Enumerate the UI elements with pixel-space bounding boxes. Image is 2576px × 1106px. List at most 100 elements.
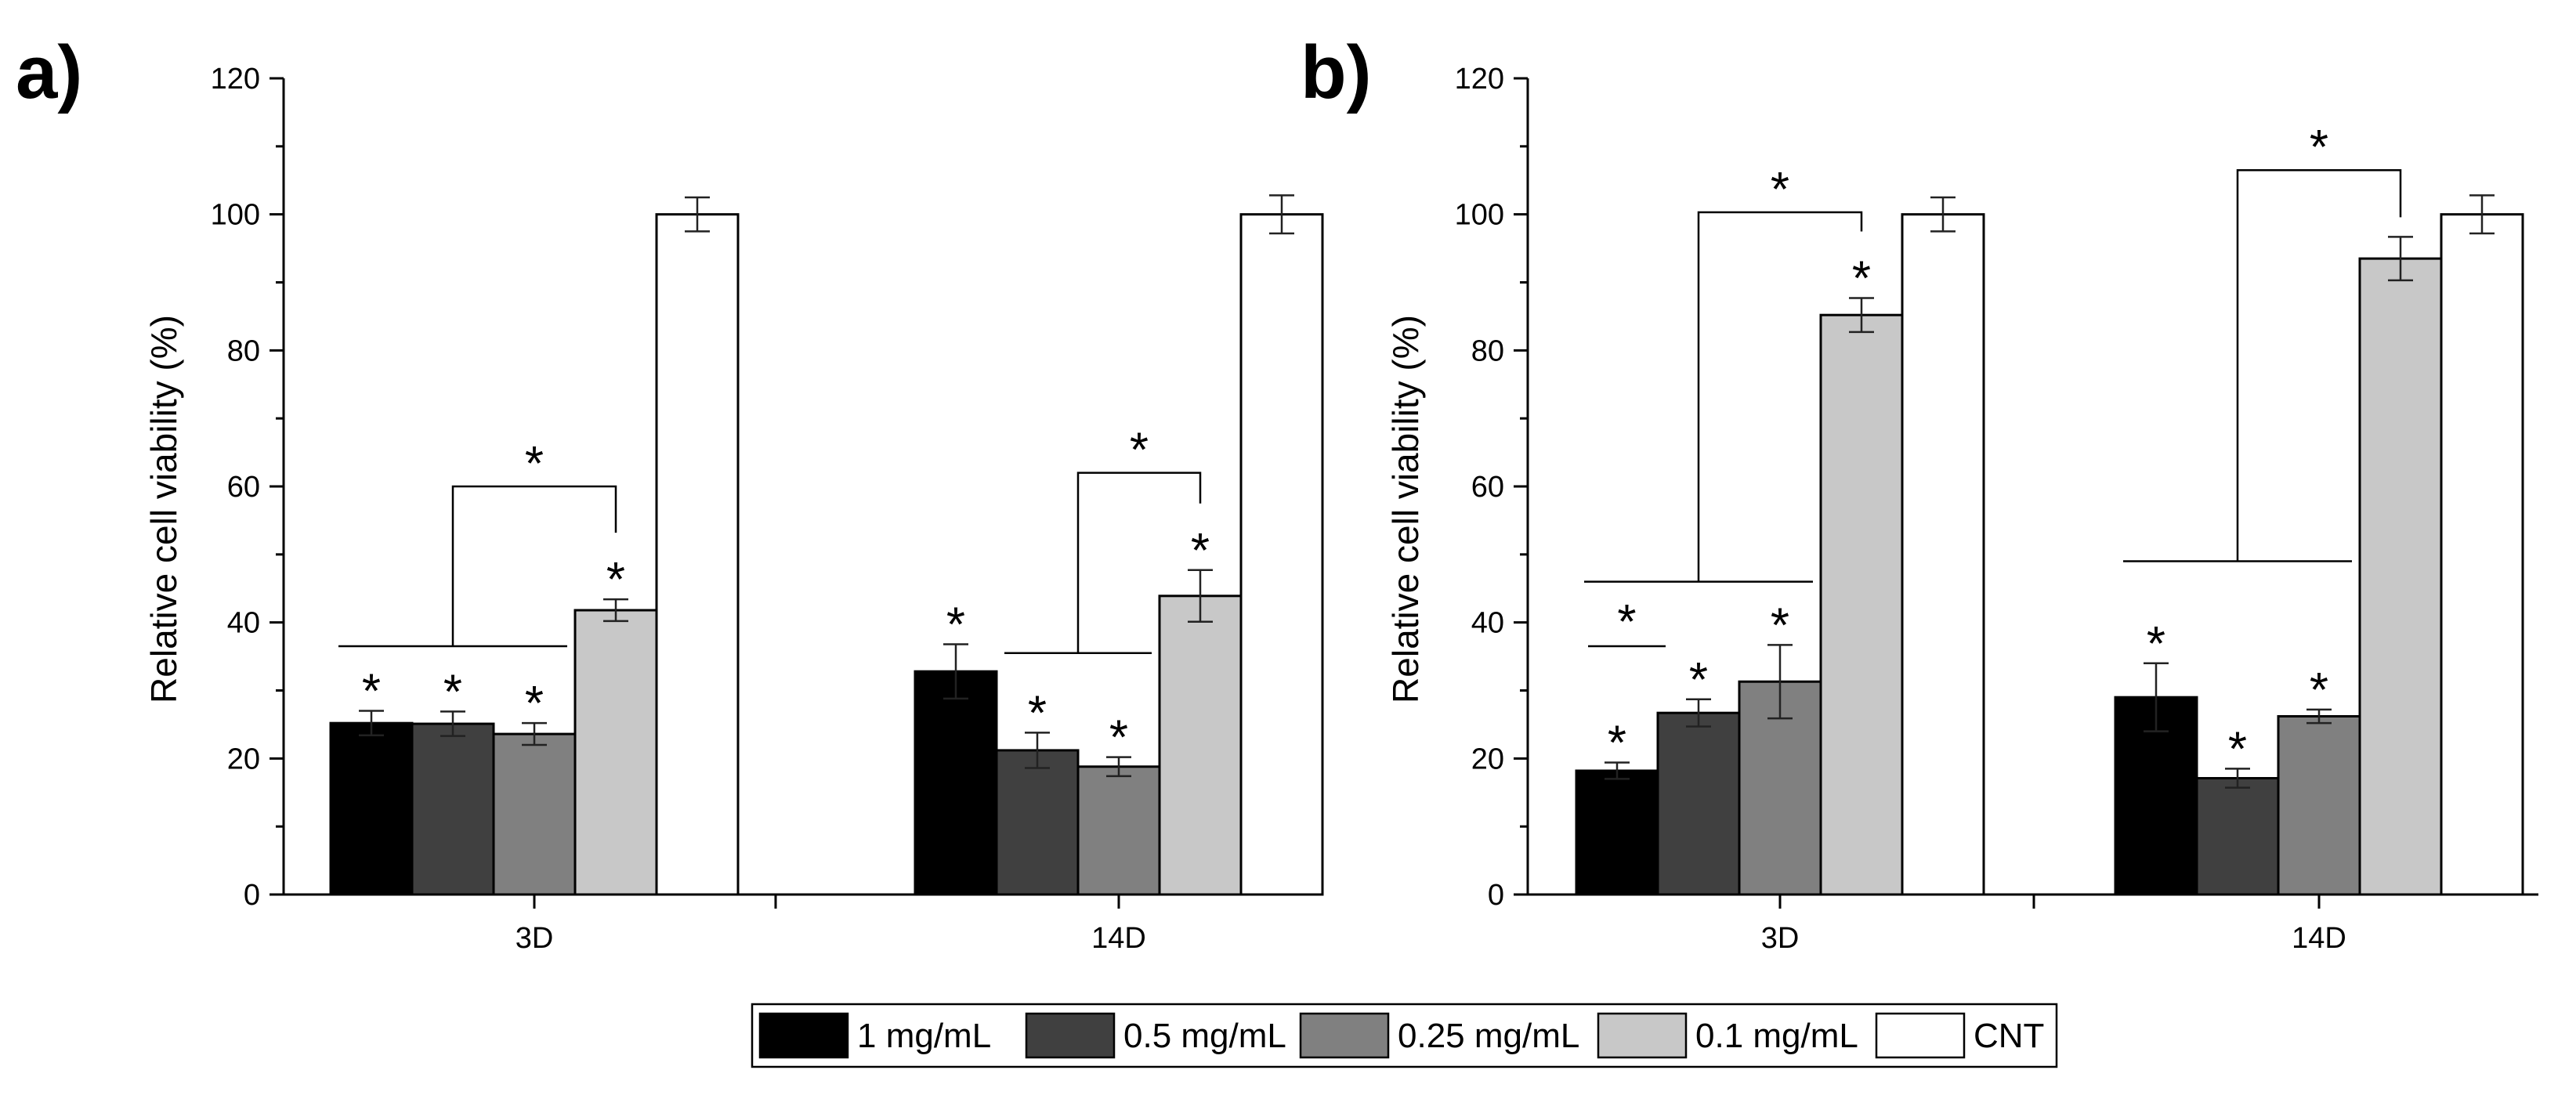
panel-a-xtick-label: 14D [1091,922,1146,955]
panel-a-bar [914,670,998,896]
panel-b-bar [2440,213,2524,896]
panel-b-error-bar [2225,768,2250,789]
panel-a-bar [1158,595,1243,896]
panel-a-significance-bracket [451,485,617,647]
panel-a-ytick-label: 120 [211,63,260,96]
legend-swatch [1299,1012,1390,1059]
panel-b-error-bar [2388,236,2413,282]
panel-b-significance-star: * [1608,717,1626,771]
panel-b-bar [1901,213,1985,896]
panel-a-significance-star: * [946,598,965,652]
panel-b-bracket-star: * [2310,121,2328,175]
panel-a-significance-star: * [525,677,544,731]
panel-b-significance-bracket [1697,211,1863,582]
panel-b-ytick-label: 80 [1471,334,1504,367]
panel-b-error-bar [2306,708,2332,725]
panel-a-bar [655,213,740,896]
legend-swatch [1597,1012,1688,1059]
panel-a-significance-star: * [1191,524,1210,578]
panel-a-error-bar [685,196,710,233]
panel-a-error-bar [1025,732,1050,769]
legend-item: 0.25 mg/mL [1299,1012,1579,1059]
panel-a-ylabel: Relative cell viability (%) [143,315,184,703]
panel-b-ytick-label: 60 [1471,471,1504,504]
panel-b-ytick-label: 20 [1471,743,1504,775]
legend-frame [751,1003,2058,1068]
panel-a-label: a) [16,31,82,114]
panel-a-bar [329,721,414,896]
panel-b-ylabel: Relative cell viability (%) [1385,315,1426,703]
panel-a-bracket-star: * [525,437,544,491]
panel-a-ytick-label: 60 [227,471,260,504]
panel-a-significance-star: * [443,665,462,719]
panel-a-ytick-label: 0 [244,879,260,912]
panel-b-significance-star: * [1771,598,1789,652]
panel-a-significance-star: * [1109,711,1128,765]
panel-b-error-bar [1686,698,1711,728]
panel-a-bar [1239,213,1324,896]
panel-a-error-bar [440,710,465,737]
panel-a-error-bar [1106,756,1131,778]
legend-swatch [758,1012,849,1059]
legend-label: 1 mg/mL [857,1017,991,1055]
panel-b-error-bar [1930,196,1956,233]
panel-a-chart: a) Relative cell viability (%) 0 20 40 60 80… [16,31,1324,955]
legend-item: 0.1 mg/mL [1597,1012,1858,1059]
panel-b-sub-bracket-star: * [1617,595,1636,649]
panel-a-significance-star: * [606,553,625,607]
legend-swatch [1025,1012,1116,1059]
panel-a-significance-star: * [1028,686,1047,740]
legend-item: 1 mg/mL [758,1012,991,1059]
panel-a-error-bar [522,721,547,746]
panel-a-bar [995,749,1080,896]
legend-item: CNT [1875,1012,2044,1059]
legend: 1 mg/mL 0.5 mg/mL 0.25 mg/mL 0.1 mg/mL CNT [751,1003,2058,1068]
panel-b-chart: b) Relative cell viability (%) 0 20 40 60 80… [1301,31,2538,955]
legend-item: 0.5 mg/mL [1025,1012,1286,1059]
panel-a-bar [411,722,495,896]
panel-b-ytick-label: 120 [1455,63,1504,96]
panel-b-error-bar [2469,194,2495,235]
panel-a-error-bar [359,710,384,737]
panel-b-ytick-label: 100 [1455,199,1504,232]
panel-a-ytick-label: 100 [211,199,260,232]
panel-b-error-bar [1767,644,1793,720]
legend-swatch [1875,1012,1966,1059]
panel-a-significance-star: * [362,665,381,719]
panel-a-bar [1076,765,1161,896]
panel-a-ytick-label: 80 [227,334,260,367]
panel-b-bar [2358,257,2443,896]
legend-label: 0.25 mg/mL [1398,1017,1579,1055]
panel-b-error-bar [1849,297,1874,334]
panel-a-bracket-star: * [1130,424,1149,478]
panel-b-significance-star: * [2310,663,2328,717]
panel-a-error-bar [603,598,628,623]
panel-b-bar [2277,714,2361,896]
panel-b-significance-star: * [2147,617,2165,671]
panel-a-bar [492,732,577,896]
legend-label: CNT [1974,1017,2044,1055]
panel-b-bracket-star: * [1771,163,1789,217]
panel-a-significance-bracket [1076,472,1202,653]
panel-a-ytick-label: 20 [227,743,260,775]
panel-b-error-bar [1605,761,1630,780]
panel-b-significance-bracket [2236,168,2402,562]
legend-label: 0.5 mg/mL [1123,1017,1286,1055]
panel-b-bar [2195,777,2280,896]
panel-a-ytick-label: 40 [227,607,260,640]
panel-a-bar [573,609,658,896]
panel-b-bar [1656,711,1741,896]
legend-label: 0.1 mg/mL [1695,1017,1858,1055]
panel-b-ytick-label: 0 [1488,879,1504,912]
panel-a-error-bar [1269,194,1294,235]
panel-b-significance-star: * [2228,722,2247,776]
panel-b-significance-star: * [1689,653,1708,707]
panel-a-xtick-label: 3D [516,922,554,955]
panel-b-bar [1819,313,1904,896]
panel-b-bar [1575,769,1659,896]
panel-a-error-bar [943,643,968,700]
panel-b-ytick-label: 40 [1471,607,1504,640]
panel-b-xtick-label: 3D [1761,922,1800,955]
panel-a-error-bar [1188,569,1213,623]
